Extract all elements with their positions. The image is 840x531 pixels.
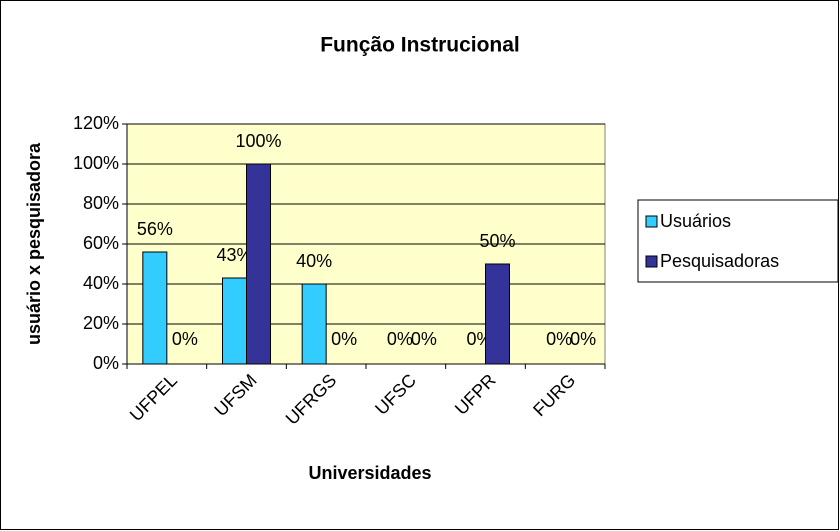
value-label: 0%	[331, 329, 357, 349]
y-tick-label: 0%	[93, 353, 119, 373]
value-label: 43%	[216, 245, 252, 265]
legend-box	[637, 199, 839, 283]
value-label: 0%	[546, 329, 572, 349]
value-label: 56%	[137, 219, 173, 239]
bar	[142, 251, 168, 365]
legend-label: Pesquisadoras	[660, 251, 779, 271]
value-label: 40%	[296, 251, 332, 271]
bar	[222, 277, 247, 365]
legend-swatch	[645, 215, 658, 228]
bar	[246, 163, 271, 365]
y-tick-label: 60%	[83, 233, 119, 253]
value-label: 100%	[235, 131, 281, 151]
value-label: 0%	[172, 329, 198, 349]
y-tick-label: 20%	[83, 313, 119, 333]
y-tick-label: 40%	[83, 273, 119, 293]
value-label: 0%	[387, 329, 413, 349]
chart-title: Função Instrucional	[320, 34, 520, 57]
value-label: 0%	[570, 329, 596, 349]
y-tick-label: 100%	[73, 153, 119, 173]
legend-label: Usuários	[660, 211, 731, 231]
y-axis-label: usuário x pesquisadora	[24, 142, 44, 345]
x-axis-label: Universidades	[308, 463, 431, 483]
legend-swatch	[645, 255, 658, 268]
bar	[301, 283, 327, 365]
value-label: 50%	[479, 231, 515, 251]
value-label: 0%	[411, 329, 437, 349]
y-tick-label: 80%	[83, 193, 119, 213]
y-tick-label: 120%	[73, 113, 119, 133]
bar	[485, 263, 510, 365]
